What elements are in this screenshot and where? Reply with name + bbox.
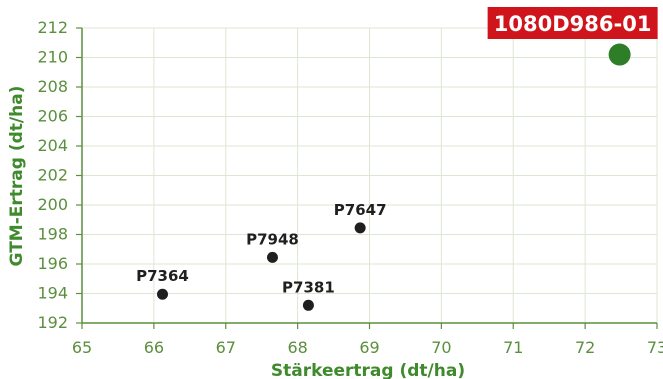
y-tick-label: 202 [37,166,68,185]
data-point-label: P7948 [246,230,299,248]
y-axis-title: GTM-Ertrag (dt/ha) [7,86,27,267]
point-layer: P7364 P7948 P7647 P7381 [136,201,387,311]
grid-layer [81,27,658,324]
x-tick-label: 71 [503,338,523,357]
x-tick-label: 70 [431,338,451,357]
data-point [266,251,278,263]
x-tick-label: 72 [575,338,595,357]
y-tick-label: 206 [37,107,68,126]
y-tick-label: 198 [37,225,68,244]
y-tick-label: 196 [37,254,68,273]
x-tick-label: 66 [144,338,164,357]
data-point-label: P7364 [136,267,189,285]
x-tick-label: 65 [72,338,92,357]
tick-layer: 65 66 67 68 69 70 71 72 73 192 194 196 198 200 202 204 2… [37,18,663,357]
y-tick-label: 210 [37,48,68,67]
y-tick-label: 212 [37,18,68,37]
y-tick-label: 204 [37,136,68,155]
x-axis-title: Stärkeertrag (dt/ha) [271,361,465,379]
axis-layer [76,27,658,329]
x-tick-label: 69 [359,338,379,357]
y-tick-label: 192 [37,313,68,332]
highlight-badge [487,7,658,39]
highlight-layer: 1080D986-01 [487,7,658,66]
y-tick-label: 194 [37,284,68,303]
highlight-point [608,43,631,66]
x-tick-label: 67 [216,338,236,357]
data-point [354,222,366,234]
data-point-label: P7647 [334,201,387,219]
data-point [157,288,168,300]
data-point [302,299,314,311]
highlight-label: 1080D986-01 [494,12,652,36]
y-tick-label: 208 [37,77,68,96]
x-tick-label: 73 [647,338,663,357]
data-point-label: P7381 [282,278,335,296]
y-tick-label: 200 [37,195,68,214]
x-tick-label: 68 [287,338,307,357]
